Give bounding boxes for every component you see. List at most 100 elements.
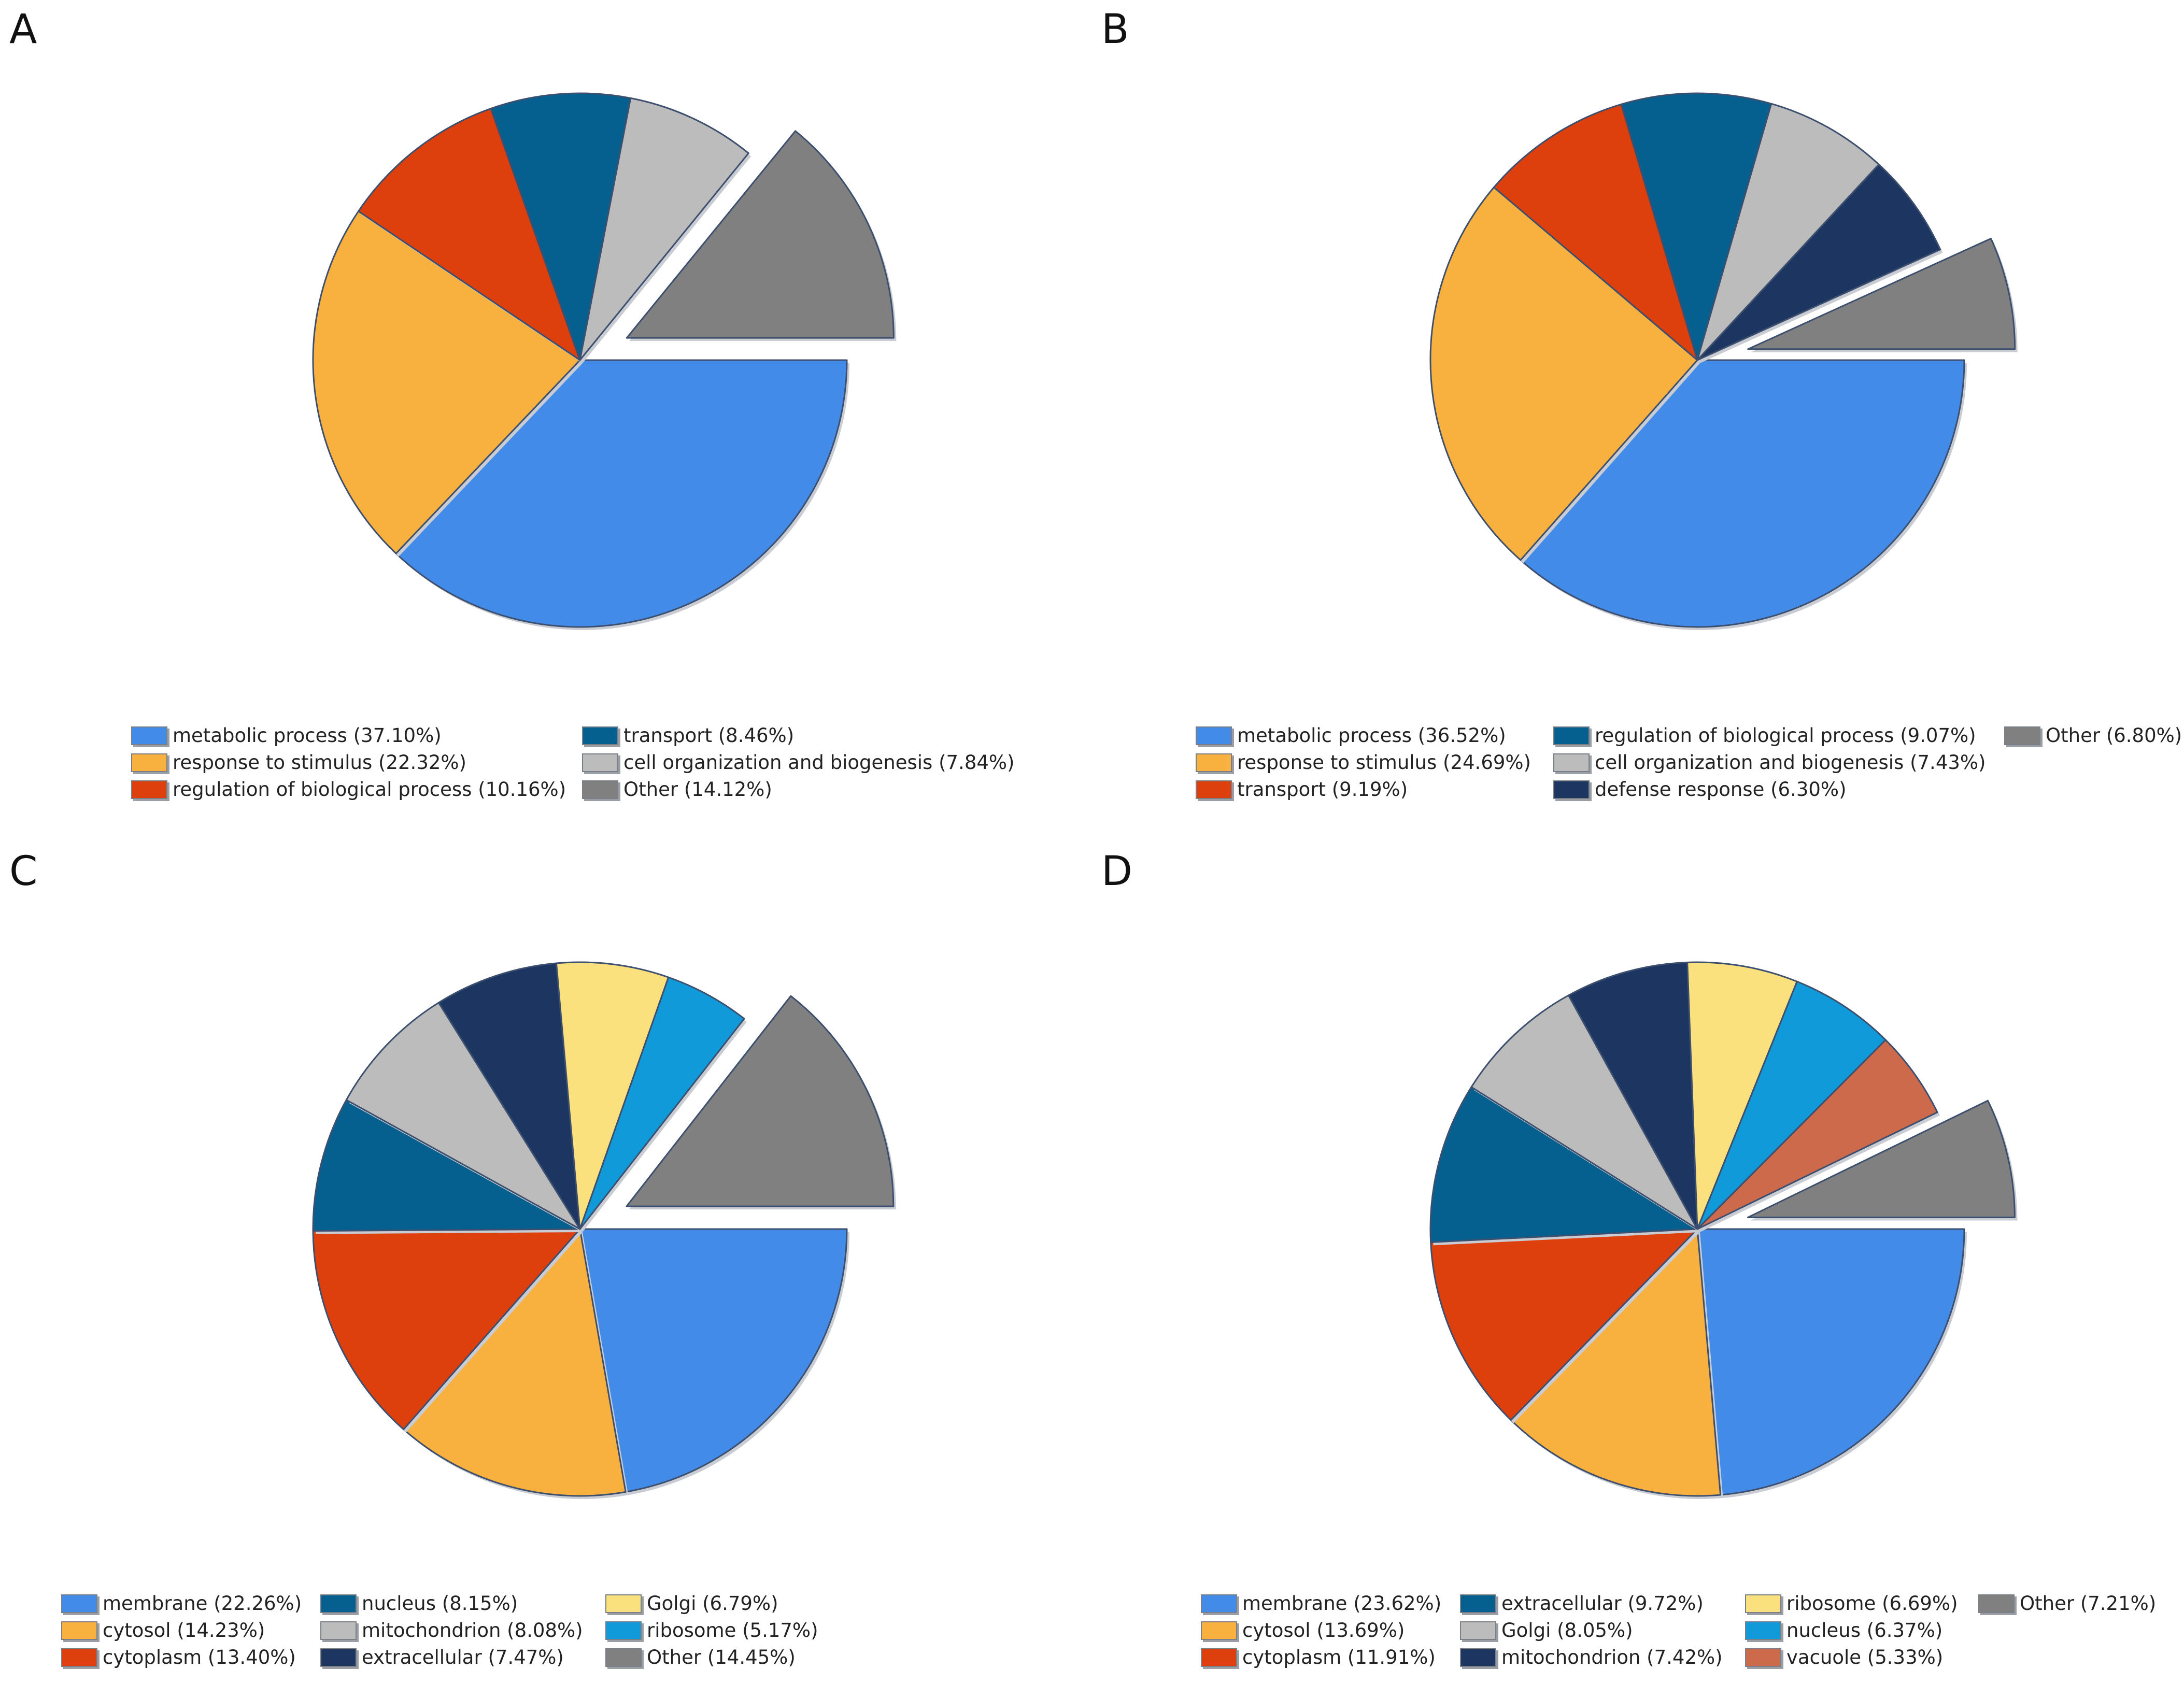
panel-a: A metabolic process (37.10%) response to … xyxy=(0,0,1092,842)
pie-slice-cytosol xyxy=(1510,1228,1722,1497)
legend-label: cytoplasm (11.91%) xyxy=(1242,1646,1436,1668)
legend-item: Other (6.80%) xyxy=(2004,725,2182,746)
pie-slice-other xyxy=(1747,1100,2016,1219)
panel-label: A xyxy=(9,6,37,53)
panel-label: D xyxy=(1101,848,1133,895)
pie-slice-mitochondrion xyxy=(1567,961,1698,1230)
legend-item: extracellular (9.72%) xyxy=(1460,1593,1704,1614)
pie-slice-ribosome xyxy=(579,976,745,1230)
legend-label: Golgi (6.79%) xyxy=(647,1592,778,1615)
legend-label: nucleus (8.15%) xyxy=(362,1592,518,1615)
panel-label: C xyxy=(9,848,38,895)
legend-item: nucleus (6.37%) xyxy=(1745,1620,1942,1641)
legend-label: metabolic process (36.52%) xyxy=(1237,724,1506,747)
legend-item: Golgi (6.79%) xyxy=(605,1593,778,1614)
pie-slice-transport xyxy=(1493,103,1698,361)
legend-item: membrane (22.26%) xyxy=(61,1593,302,1614)
panel-c: C membrane (22.26%) cytosol (14.23%) cytop… xyxy=(0,842,1092,1684)
legend-item: membrane (23.62%) xyxy=(1201,1593,1441,1614)
legend-swatch xyxy=(605,1648,642,1667)
legend-item: regulation of biological process (10.16%… xyxy=(131,779,566,800)
legend-label: mitochondrion (7.42%) xyxy=(1501,1646,1723,1668)
legend-label: nucleus (6.37%) xyxy=(1786,1619,1943,1642)
pie-slice-vacuole xyxy=(1696,1039,1938,1230)
legend-swatch xyxy=(1553,753,1590,772)
legend-item: metabolic process (36.52%) xyxy=(1196,725,1506,746)
legend-item: response to stimulus (22.32%) xyxy=(131,752,466,773)
pie-slice-extracellular xyxy=(1429,1086,1698,1243)
legend-swatch xyxy=(1553,726,1590,745)
pie-slice-other xyxy=(626,995,895,1207)
legend-label: cell organization and biogenesis (7.84%) xyxy=(623,751,1015,774)
legend-label: membrane (22.26%) xyxy=(103,1592,302,1615)
legend-label: vacuole (5.33%) xyxy=(1786,1646,1944,1668)
legend-item: Other (7.21%) xyxy=(1978,1593,2156,1614)
pie-slice-membrane xyxy=(1696,1228,1965,1496)
legend-swatch xyxy=(1745,1594,1781,1613)
pie-chart-b xyxy=(1429,92,2018,630)
pie-slice-cytoplasm xyxy=(1430,1228,1698,1421)
legend-item: ribosome (5.17%) xyxy=(605,1620,818,1641)
legend-swatch xyxy=(1196,726,1232,745)
legend-item: cytosol (13.69%) xyxy=(1201,1620,1405,1641)
legend-label: Other (14.12%) xyxy=(623,778,772,801)
legend-item: vacuole (5.33%) xyxy=(1745,1647,1943,1668)
legend-label: Golgi (8.05%) xyxy=(1501,1619,1633,1642)
panel-label: B xyxy=(1101,6,1129,53)
legend-item: extracellular (7.47%) xyxy=(320,1647,564,1668)
legend-swatch xyxy=(320,1648,357,1667)
pie-slice-response-to-stimulus xyxy=(312,210,581,554)
legend-item: mitochondrion (7.42%) xyxy=(1460,1647,1723,1668)
legend-label: Other (14.45%) xyxy=(647,1646,796,1668)
legend-swatch xyxy=(1978,1594,2015,1613)
legend-swatch xyxy=(61,1621,97,1640)
pie-chart-a xyxy=(312,92,897,630)
legend-label: extracellular (9.72%) xyxy=(1501,1592,1704,1615)
panel-d: D membrane (23.62%) cytosol (13.69%) cytop… xyxy=(1092,842,2184,1684)
pie-slice-metabolic-process xyxy=(395,359,848,628)
legend-label: defense response (6.30%) xyxy=(1595,778,1847,801)
legend-item: Other (14.12%) xyxy=(582,779,772,800)
legend-label: response to stimulus (22.32%) xyxy=(173,751,466,774)
legend-label: cytosol (13.69%) xyxy=(1242,1619,1405,1642)
legend-label: cell organization and biogenesis (7.43%) xyxy=(1595,751,1986,774)
legend-swatch xyxy=(320,1594,357,1613)
legend-item: cell organization and biogenesis (7.43%) xyxy=(1553,752,1986,773)
pie-slice-nucleus xyxy=(312,1099,581,1232)
legend-item: nucleus (8.15%) xyxy=(320,1593,518,1614)
legend-item: cytoplasm (13.40%) xyxy=(61,1647,296,1668)
legend-swatch xyxy=(1553,780,1590,799)
legend-label: cytosol (14.23%) xyxy=(103,1619,265,1642)
legend-swatch xyxy=(582,753,618,772)
legend-label: metabolic process (37.10%) xyxy=(173,724,442,747)
legend-label: Other (7.21%) xyxy=(2020,1592,2157,1615)
legend-swatch xyxy=(605,1621,642,1640)
legend-label: mitochondrion (8.08%) xyxy=(362,1619,583,1642)
legend-swatch xyxy=(1460,1594,1496,1613)
legend-swatch xyxy=(2004,726,2040,745)
legend-swatch xyxy=(1745,1648,1781,1667)
pie-chart-d xyxy=(1429,961,2018,1499)
legend-item: response to stimulus (24.69%) xyxy=(1196,752,1531,773)
pie-slice-cell-organization-and-biogenesis xyxy=(1696,103,1880,361)
legend-item: Other (14.45%) xyxy=(605,1647,796,1668)
pie-slice-metabolic-process xyxy=(1520,359,1965,628)
legend-label: Other (6.80%) xyxy=(2046,724,2182,747)
pie-slice-mitochondrion xyxy=(345,1002,581,1230)
pie-slice-cell-organization-and-biogenesis xyxy=(579,97,749,361)
legend-label: transport (8.46%) xyxy=(623,724,795,747)
legend-label: ribosome (6.69%) xyxy=(1786,1592,1958,1615)
legend-label: transport (9.19%) xyxy=(1237,778,1408,801)
pie-slice-response-to-stimulus xyxy=(1429,187,1698,561)
legend-item: Golgi (8.05%) xyxy=(1460,1620,1633,1641)
legend-label: ribosome (5.17%) xyxy=(647,1619,818,1642)
pie-slice-extracellular xyxy=(437,962,581,1230)
legend-swatch xyxy=(1745,1621,1781,1640)
legend-swatch xyxy=(131,726,167,745)
legend-swatch xyxy=(61,1594,97,1613)
pie-slice-other xyxy=(1747,237,2016,350)
legend-swatch xyxy=(1460,1648,1496,1667)
pie-slice-golgi xyxy=(555,961,670,1230)
legend-swatch xyxy=(1201,1648,1237,1667)
